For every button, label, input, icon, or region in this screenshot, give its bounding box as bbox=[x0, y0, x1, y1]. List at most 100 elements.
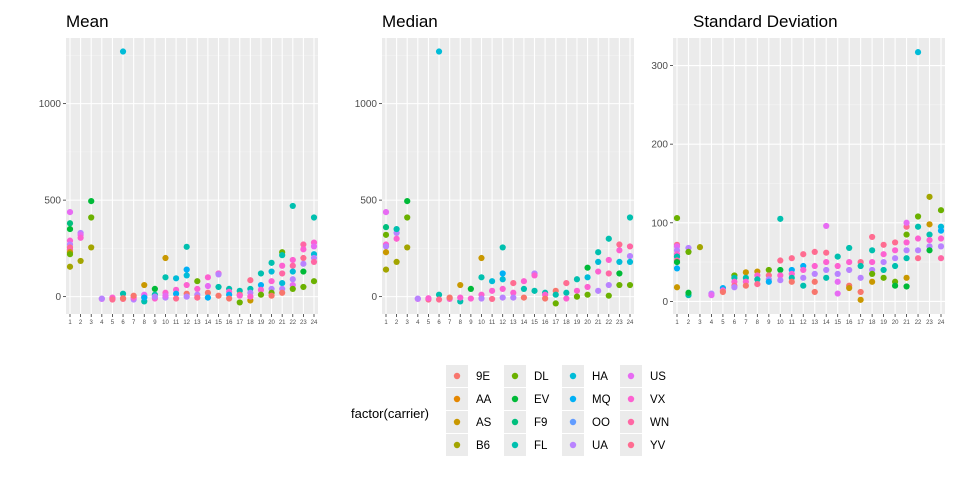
legend-swatch bbox=[569, 372, 577, 380]
data-point-9e bbox=[204, 289, 212, 296]
data-point-wn bbox=[279, 270, 286, 277]
data-point-dl bbox=[880, 274, 887, 281]
data-point-us bbox=[162, 292, 169, 299]
data-point-ha bbox=[119, 48, 127, 55]
legend-label: YV bbox=[650, 440, 666, 452]
data-point-vx bbox=[499, 285, 506, 293]
data-point-9e bbox=[742, 282, 749, 289]
data-point-yv bbox=[194, 294, 201, 301]
x-tick-label: 2 bbox=[79, 320, 83, 326]
data-point-as bbox=[457, 281, 464, 289]
legend-swatch bbox=[453, 372, 461, 380]
legend-swatch bbox=[511, 372, 519, 380]
data-point-fl bbox=[834, 253, 841, 260]
data-point-ev bbox=[300, 268, 307, 275]
data-point-ua bbox=[800, 274, 807, 281]
x-tick-label: 8 bbox=[459, 320, 463, 326]
data-point-vx bbox=[204, 274, 212, 281]
x-tick-label: 20 bbox=[892, 320, 899, 326]
data-point-ua bbox=[777, 277, 784, 284]
x-tick-label: 12 bbox=[800, 320, 807, 326]
x-tick-label: 8 bbox=[756, 320, 760, 326]
data-point-ev bbox=[88, 197, 95, 205]
x-tick-label: 3 bbox=[90, 320, 94, 326]
data-point-fl bbox=[595, 249, 602, 256]
data-point-ua bbox=[903, 247, 910, 254]
data-point-vx bbox=[595, 268, 602, 275]
data-point-fl bbox=[869, 247, 876, 254]
x-tick-label: 10 bbox=[162, 320, 169, 326]
data-point-b6 bbox=[77, 257, 84, 265]
data-point-mq bbox=[183, 266, 190, 273]
data-point-fl bbox=[520, 285, 528, 293]
legend-label: F9 bbox=[534, 417, 547, 429]
data-point-fl bbox=[926, 231, 933, 238]
x-tick-label: 13 bbox=[194, 320, 201, 326]
data-point-vx bbox=[183, 281, 190, 289]
data-point-ev bbox=[584, 264, 591, 271]
legend-item-wn: WN bbox=[620, 411, 669, 433]
chart-title: Standard Deviation bbox=[693, 12, 838, 31]
x-tick-label: 13 bbox=[510, 320, 517, 326]
data-point-mq bbox=[172, 290, 180, 297]
legend-label: EV bbox=[534, 394, 550, 406]
data-point-ha bbox=[172, 275, 180, 282]
data-point-yv bbox=[788, 255, 795, 262]
data-point-vx bbox=[247, 293, 254, 300]
data-point-fl bbox=[162, 274, 169, 281]
data-point-ev bbox=[777, 266, 784, 274]
data-point-as bbox=[926, 221, 933, 228]
data-point-fl bbox=[310, 214, 318, 221]
data-point-fl bbox=[257, 270, 265, 277]
legend-swatch bbox=[453, 418, 461, 426]
data-point-fl bbox=[563, 289, 570, 296]
data-point-9e bbox=[542, 295, 549, 302]
x-tick-label: 14 bbox=[205, 320, 212, 326]
data-point-ev bbox=[66, 225, 74, 233]
data-point-ha bbox=[289, 268, 296, 275]
data-point-ha bbox=[488, 278, 496, 285]
data-point-ua bbox=[414, 295, 421, 302]
y-tick-label: 500 bbox=[360, 196, 377, 207]
data-point-fl bbox=[754, 276, 761, 283]
data-point-vx bbox=[605, 256, 612, 264]
x-tick-label: 2 bbox=[687, 320, 691, 326]
x-tick-label: 14 bbox=[521, 320, 528, 326]
data-point-fl bbox=[626, 214, 634, 221]
legend-label: AA bbox=[476, 394, 492, 406]
data-point-fl bbox=[435, 291, 443, 298]
data-point-9e bbox=[520, 294, 528, 301]
legend-swatch bbox=[453, 395, 461, 403]
x-tick-label: 4 bbox=[416, 320, 420, 326]
legend-swatch bbox=[627, 441, 635, 449]
data-point-yv bbox=[777, 257, 784, 264]
legend-swatch bbox=[511, 395, 519, 403]
data-point-b6 bbox=[696, 244, 704, 251]
data-point-9e bbox=[268, 292, 275, 299]
legend-item-vx: VX bbox=[620, 388, 666, 410]
data-point-fl bbox=[268, 259, 275, 266]
data-point-wn bbox=[310, 258, 318, 265]
x-tick-label: 19 bbox=[880, 320, 887, 326]
x-tick-label: 3 bbox=[406, 320, 410, 326]
data-point-as bbox=[903, 274, 910, 281]
data-point-yv bbox=[869, 233, 876, 241]
data-point-yv bbox=[823, 249, 830, 256]
data-point-yv bbox=[754, 281, 761, 288]
data-point-fl bbox=[573, 276, 581, 283]
data-point-ua bbox=[98, 295, 105, 302]
data-point-us bbox=[382, 208, 390, 216]
data-point-as bbox=[857, 296, 864, 303]
x-tick-label: 5 bbox=[721, 320, 725, 326]
data-point-vx bbox=[467, 295, 474, 302]
data-point-9e bbox=[119, 295, 127, 302]
data-point-vx bbox=[937, 235, 945, 242]
data-point-yv bbox=[563, 280, 570, 287]
data-point-fl bbox=[289, 202, 296, 210]
legend-swatch bbox=[453, 441, 461, 449]
data-point-as bbox=[382, 249, 390, 256]
